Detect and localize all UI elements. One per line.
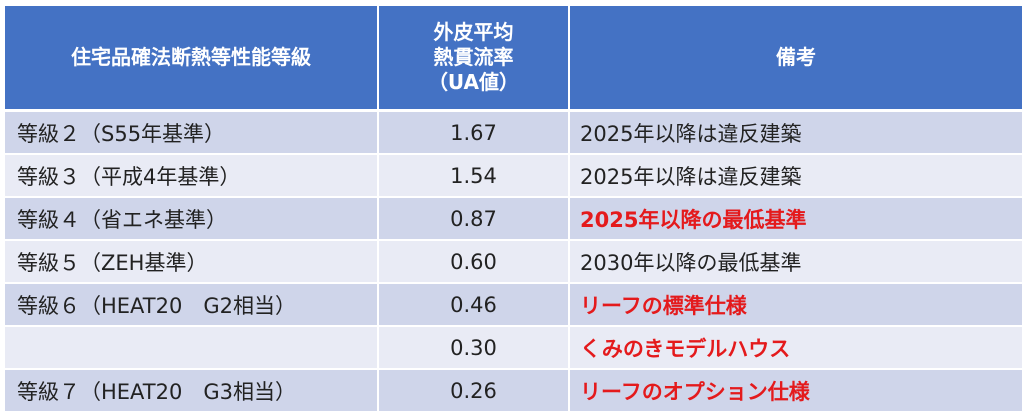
table-header-row: 住宅品確法断熱等性能等級 外皮平均 熱貫流率 （UA値） 備考: [5, 6, 1022, 112]
grade-cell: 等級２（S55年基準）: [5, 110, 379, 155]
grade-cell: 等級７（HEAT20 G3相当）: [5, 369, 379, 413]
header-note: 備考: [569, 6, 1022, 112]
grade-cell: 等級６（HEAT20 G2相当）: [5, 283, 379, 327]
table-row: 等級５（ZEH基準） 0.60 2030年以降の最低基準: [5, 240, 1022, 284]
ua-value-cell: 0.26: [378, 369, 570, 413]
note-cell-highlighted: リーフのオプション仕様: [569, 369, 1022, 413]
header-ua-value: 外皮平均 熱貫流率 （UA値）: [378, 6, 570, 112]
insulation-grade-table: 住宅品確法断熱等性能等級 外皮平均 熱貫流率 （UA値） 備考 等級２（S55年…: [5, 6, 1022, 413]
ua-value-cell: 0.30: [378, 326, 570, 370]
grade-cell-empty: [5, 326, 379, 370]
grade-cell: 等級４（省エネ基準）: [5, 197, 379, 241]
note-cell: 2025年以降は違反建築: [569, 110, 1022, 155]
table-row: 等級２（S55年基準） 1.67 2025年以降は違反建築: [5, 110, 1022, 155]
note-cell-highlighted: 2025年以降の最低基準: [569, 197, 1022, 241]
table-row: 等級４（省エネ基準） 0.87 2025年以降の最低基準: [5, 197, 1022, 241]
grade-cell: 等級５（ZEH基準）: [5, 240, 379, 284]
header-ua-line-3: （UA値）: [427, 70, 520, 94]
table-row: 0.30 くみのきモデルハウス: [5, 326, 1022, 370]
note-cell-highlighted: リーフの標準仕様: [569, 283, 1022, 327]
ua-value-cell: 0.46: [378, 283, 570, 327]
header-grade: 住宅品確法断熱等性能等級: [5, 6, 379, 112]
header-ua-line-1: 外皮平均: [433, 20, 514, 44]
note-cell-highlighted: くみのきモデルハウス: [569, 326, 1022, 370]
note-cell: 2030年以降の最低基準: [569, 240, 1022, 284]
header-ua-line-2: 熱貫流率: [433, 45, 514, 69]
ua-value-cell: 1.54: [378, 154, 570, 198]
table-row: 等級６（HEAT20 G2相当） 0.46 リーフの標準仕様: [5, 283, 1022, 327]
ua-value-cell: 0.87: [378, 197, 570, 241]
note-cell: 2025年以降は違反建築: [569, 154, 1022, 198]
grade-cell: 等級３（平成4年基準）: [5, 154, 379, 198]
ua-value-cell: 1.67: [378, 110, 570, 155]
ua-value-cell: 0.60: [378, 240, 570, 284]
table-row: 等級７（HEAT20 G3相当） 0.26 リーフのオプション仕様: [5, 369, 1022, 413]
table-row: 等級３（平成4年基準） 1.54 2025年以降は違反建築: [5, 154, 1022, 198]
